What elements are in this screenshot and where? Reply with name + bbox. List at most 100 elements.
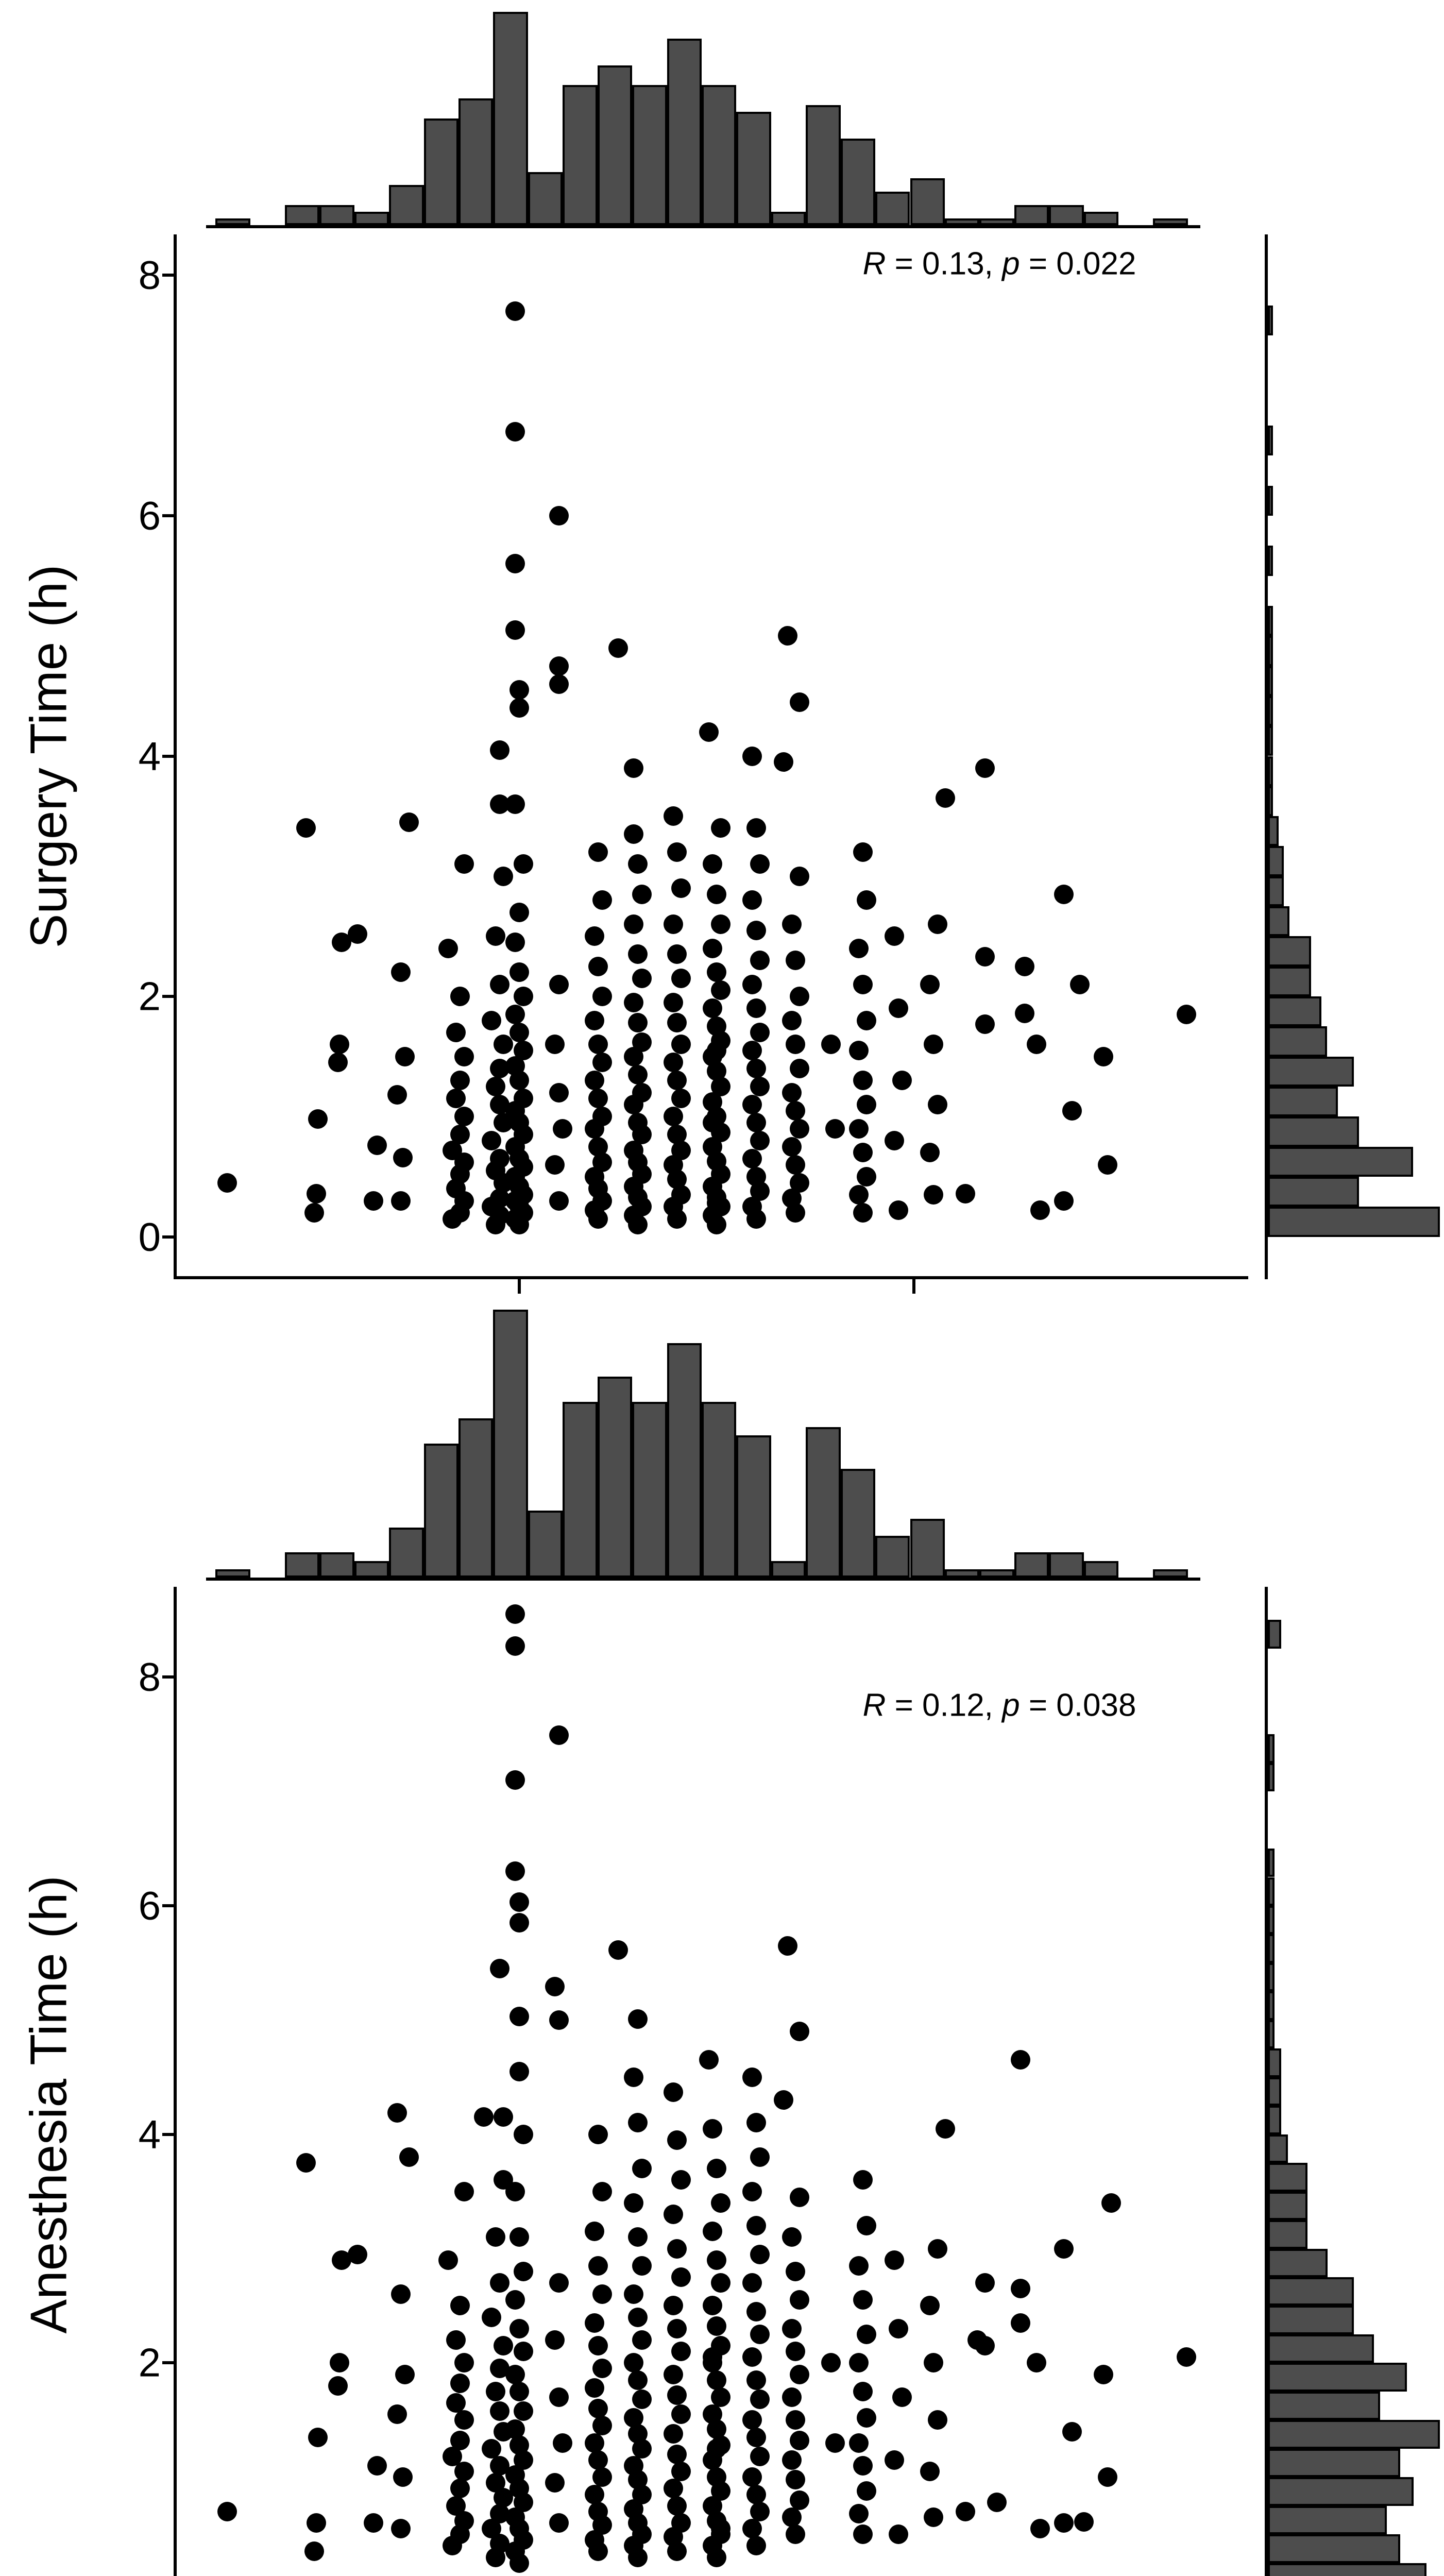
scatter-point (494, 1035, 514, 1055)
scatter-point (549, 2513, 569, 2533)
scatter-point (632, 884, 652, 904)
scatter-point (387, 2103, 407, 2123)
scatter-point (703, 2404, 723, 2425)
scatter-point (1026, 1035, 1046, 1055)
scatter-point (588, 2501, 608, 2521)
scatter-point (786, 2261, 806, 2281)
scatter-point (624, 992, 644, 1012)
scatter-point (750, 2501, 770, 2521)
top-hist-bar (736, 112, 771, 225)
scatter-point (494, 2107, 514, 2127)
scatter-point (667, 1071, 687, 1091)
scatter-point (505, 933, 525, 953)
scatter-point (707, 2250, 727, 2270)
scatter-point (975, 947, 995, 967)
scatter-point (450, 1125, 470, 1145)
right-hist-bar (1268, 786, 1273, 817)
top-hist-bar (1153, 218, 1188, 225)
top-hist-bar (910, 1519, 945, 1578)
scatter-point (667, 1125, 687, 1145)
scatter-point (786, 2410, 806, 2430)
top-hist-bar (528, 1511, 563, 1578)
scatter-point (624, 824, 644, 844)
scatter-point (789, 2290, 809, 2310)
scatter-point (975, 2273, 995, 2293)
scatter-point (505, 2364, 525, 2384)
r-symbol: R (862, 246, 886, 282)
scatter-point (584, 2433, 604, 2453)
scatter-point (703, 2296, 723, 2316)
scatter-point (486, 2227, 506, 2247)
scatter-point (920, 1143, 940, 1163)
scatter-point (671, 2267, 691, 2287)
scatter-point (304, 1203, 324, 1223)
scatter-point (296, 818, 316, 838)
scatter-point (710, 818, 731, 838)
scatter-point (505, 421, 525, 442)
y-tick-mark (162, 1675, 175, 1679)
scatter-point (667, 944, 687, 964)
scatter-point (848, 1041, 869, 1061)
scatter-point (750, 951, 770, 971)
scatter-point (592, 2416, 612, 2436)
scatter-point (513, 854, 533, 874)
scatter-point (853, 2170, 873, 2190)
scatter-point (624, 914, 644, 935)
right-hist-bar (1268, 2563, 1427, 2576)
scatter-point (821, 2353, 841, 2373)
scatter-point (505, 301, 525, 321)
right-hist-bar (1268, 2448, 1400, 2478)
scatter-point (486, 2473, 506, 2493)
scatter-point (1062, 1100, 1082, 1121)
scatter-point (742, 746, 762, 766)
scatter-point (742, 890, 762, 910)
top-hist-bar (771, 1561, 806, 1578)
scatter-point (624, 2284, 644, 2304)
scatter-point (707, 2438, 727, 2459)
scatter-point (667, 842, 687, 862)
right-hist-bar (1268, 2163, 1308, 2192)
scatter-point (306, 2513, 326, 2533)
scatter-point (592, 987, 612, 1007)
y-tick-label: 4 (138, 733, 161, 778)
scatter-point (1014, 1003, 1034, 1023)
scatter-point (789, 2022, 809, 2041)
scatter-point (486, 1077, 506, 1097)
scatter-point (884, 2450, 904, 2470)
scatter-point (853, 1071, 873, 1091)
scatter-point (482, 1010, 502, 1030)
right-hist-bar (1268, 1849, 1275, 1877)
y-tick-label: 8 (138, 252, 161, 298)
scatter-point (217, 2501, 237, 2521)
top-hist-bar (354, 1561, 389, 1578)
scatter-point (746, 2484, 766, 2504)
scatter-point (707, 1016, 727, 1037)
scatter-point (489, 1149, 509, 1169)
y-tick-mark (162, 2361, 175, 2365)
scatter-point (857, 2408, 877, 2428)
scatter-point (627, 2370, 648, 2390)
scatter-point (450, 2296, 470, 2316)
right-hist-bar (1268, 846, 1284, 876)
scatter-point (750, 854, 770, 874)
scatter-point (509, 1023, 530, 1043)
scatter-point (505, 1604, 525, 1624)
y-tick-label: 8 (138, 1654, 161, 1700)
scatter-point (742, 2181, 762, 2201)
scatter-point (892, 1071, 912, 1091)
top-hist-bar (458, 98, 494, 225)
scatter-point (450, 2479, 470, 2499)
scatter-point (632, 1032, 652, 1052)
x-tick-mark (912, 1279, 916, 1294)
scatter-point (857, 1010, 877, 1030)
scatter-point (848, 2256, 869, 2276)
scatter-point (588, 2399, 608, 2419)
scatter-point (821, 1035, 841, 1055)
scatter-point (632, 969, 652, 989)
scatter-point (306, 1183, 326, 1204)
right-hist-bar (1268, 1207, 1440, 1237)
right-hist-bar (1268, 2048, 1281, 2077)
scatter-point (742, 2347, 762, 2367)
scatter-point (513, 987, 533, 1007)
